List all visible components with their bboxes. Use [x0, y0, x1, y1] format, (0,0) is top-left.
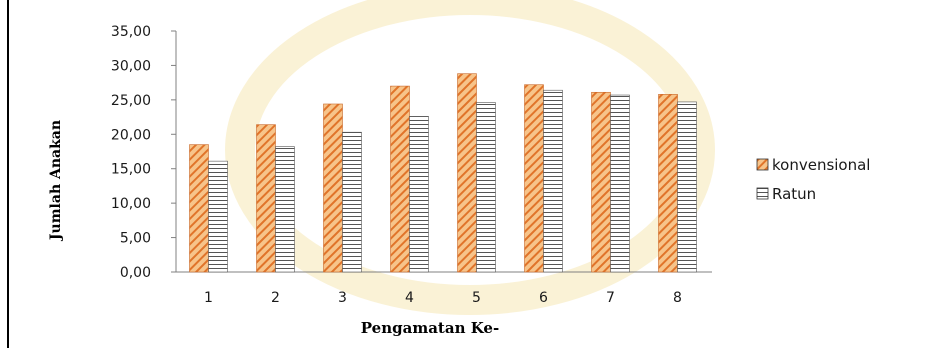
x-tick-label: 7 — [606, 290, 615, 306]
bar-konvensional — [524, 84, 544, 273]
y-tick-label: 35,00 — [111, 24, 151, 40]
y-axis: 0,00 5,00 10,00 15,00 20,00 25,00 30,00 35,00 — [111, 24, 177, 281]
x-tick-label: 1 — [204, 290, 213, 306]
y-tick-label: 5,00 — [120, 231, 151, 247]
bar-konvensional — [658, 94, 678, 273]
y-tick-label: 10,00 — [111, 196, 151, 212]
bar-konvensional — [323, 103, 343, 273]
bar-konvensional — [256, 124, 276, 273]
bar-konvensional — [591, 91, 611, 273]
bar-konvensional — [390, 85, 410, 273]
watermark — [225, 0, 715, 315]
bar-ratun — [476, 102, 496, 273]
y-tick-label: 15,00 — [111, 162, 151, 178]
x-tick-label: 8 — [673, 290, 682, 306]
bar-ratun — [208, 160, 228, 273]
x-tick-label: 6 — [539, 290, 548, 306]
x-tick-label: 3 — [338, 290, 347, 306]
legend-label-konvensional: konvensional — [772, 156, 870, 174]
bar-ratun — [677, 101, 697, 273]
legend: konvensional Ratun — [756, 156, 870, 203]
y-axis-title: Jumlah Anakan — [48, 120, 64, 242]
x-axis-title: Pengamatan Ke- — [361, 319, 499, 337]
bar-ratun — [342, 131, 362, 273]
x-tick-label: 2 — [271, 290, 280, 306]
bar-ratun — [610, 94, 630, 273]
x-tick-label: 5 — [472, 290, 481, 306]
bars-group — [189, 73, 697, 273]
y-tick-label: 20,00 — [111, 127, 151, 143]
x-tick-label: 4 — [405, 290, 414, 306]
y-tick-label: 30,00 — [111, 58, 151, 74]
legend-swatch-ratun — [756, 187, 769, 200]
bar-konvensional — [189, 144, 209, 273]
y-tick-label: 25,00 — [111, 93, 151, 109]
bar-ratun — [409, 116, 429, 273]
bar-konvensional — [457, 73, 477, 273]
legend-swatch-konvensional — [756, 158, 769, 171]
y-tick-label: 0,00 — [120, 265, 151, 281]
legend-label-ratun: Ratun — [772, 185, 816, 203]
bar-ratun — [543, 89, 563, 273]
bar-ratun — [275, 146, 295, 273]
